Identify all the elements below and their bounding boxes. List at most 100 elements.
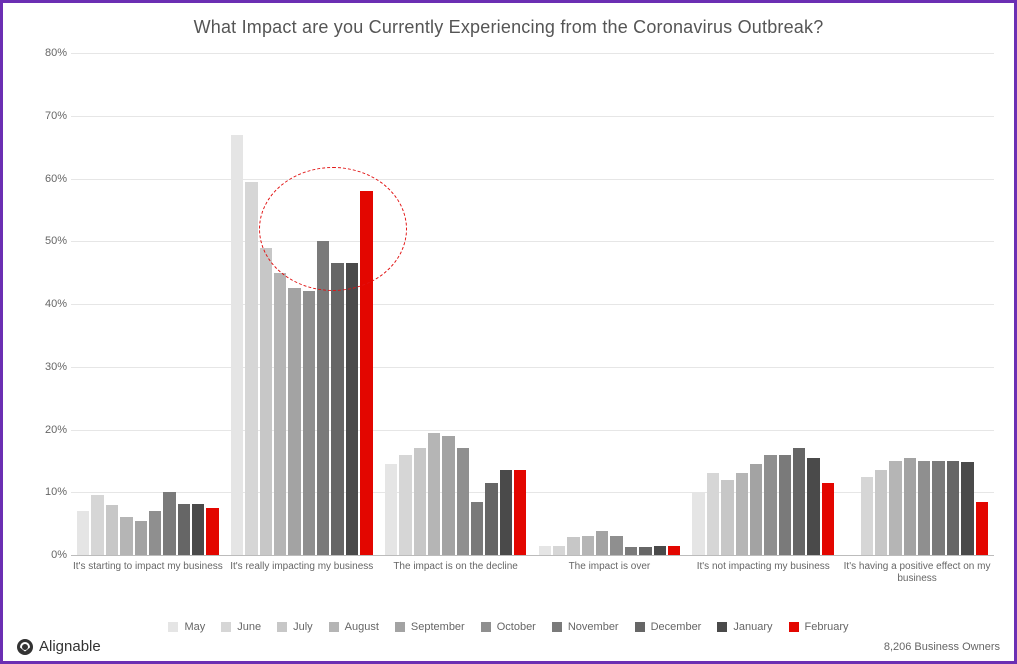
bar — [163, 492, 175, 555]
bar — [807, 458, 819, 555]
bar — [976, 502, 988, 555]
bar — [120, 517, 132, 555]
legend-swatch — [481, 622, 491, 632]
bar — [668, 546, 680, 555]
category-label: The impact is on the decline — [375, 555, 537, 573]
bar — [106, 505, 118, 555]
bar — [288, 288, 300, 555]
bar — [245, 182, 257, 555]
brand-icon — [17, 639, 33, 655]
bar — [135, 521, 147, 556]
bar — [500, 470, 512, 555]
brand-name: Alignable — [39, 638, 101, 655]
bar-group: The impact is over — [533, 53, 687, 555]
bar — [875, 470, 887, 555]
bar — [303, 291, 315, 555]
legend-label: January — [733, 621, 772, 633]
bar — [385, 464, 397, 555]
bar-group: It's really impacting my business — [225, 53, 379, 555]
bars — [71, 53, 225, 555]
bar — [457, 448, 469, 555]
bars — [225, 53, 379, 555]
bar — [91, 495, 103, 555]
legend-label: July — [293, 621, 313, 633]
bar — [947, 461, 959, 555]
bar — [346, 263, 358, 555]
bar — [331, 263, 343, 555]
legend-swatch — [635, 622, 645, 632]
legend-swatch — [717, 622, 727, 632]
bar-group: It's starting to impact my business — [71, 53, 225, 555]
legend-label: October — [497, 621, 536, 633]
bar — [567, 537, 579, 555]
bar — [231, 135, 243, 555]
bar-group: It's not impacting my business — [686, 53, 840, 555]
legend-item: July — [277, 621, 313, 633]
legend-label: December — [651, 621, 702, 633]
bar — [610, 536, 622, 555]
bars — [379, 53, 533, 555]
legend-item: September — [395, 621, 465, 633]
category-label: It's really impacting my business — [221, 555, 383, 573]
legend-label: September — [411, 621, 465, 633]
bar — [779, 455, 791, 555]
bar — [178, 504, 190, 555]
legend-swatch — [789, 622, 799, 632]
legend-label: May — [184, 621, 205, 633]
category-label: It's not impacting my business — [682, 555, 844, 573]
y-tick-label: 10% — [31, 486, 67, 498]
legend-swatch — [277, 622, 287, 632]
legend-item: October — [481, 621, 536, 633]
y-tick-label: 40% — [31, 298, 67, 310]
legend-item: May — [168, 621, 205, 633]
bar — [692, 492, 704, 555]
bar — [961, 462, 973, 555]
legend-item: November — [552, 621, 619, 633]
bar — [736, 473, 748, 555]
chart-area: 0%10%20%30%40%50%60%70%80% It's starting… — [31, 53, 994, 583]
bar — [750, 464, 762, 555]
legend-label: February — [805, 621, 849, 633]
bar — [889, 461, 901, 555]
bar — [428, 433, 440, 555]
y-tick-label: 0% — [31, 549, 67, 561]
bar — [904, 458, 916, 555]
legend-label: August — [345, 621, 379, 633]
bar — [317, 241, 329, 555]
y-tick-label: 30% — [31, 361, 67, 373]
y-tick-label: 80% — [31, 47, 67, 59]
y-tick-label: 50% — [31, 235, 67, 247]
legend-item: January — [717, 621, 772, 633]
bar — [442, 436, 454, 555]
bar — [793, 448, 805, 555]
legend-item: February — [789, 621, 849, 633]
bar — [822, 483, 834, 555]
bar — [861, 477, 873, 555]
bar — [471, 502, 483, 555]
bar — [360, 191, 372, 555]
bar — [553, 546, 565, 555]
bar-group: The impact is on the decline — [379, 53, 533, 555]
y-tick-label: 20% — [31, 424, 67, 436]
bar — [721, 480, 733, 555]
bar — [414, 448, 426, 555]
bar — [77, 511, 89, 555]
legend-swatch — [552, 622, 562, 632]
bar — [764, 455, 776, 555]
bar — [596, 531, 608, 555]
legend-item: December — [635, 621, 702, 633]
legend: MayJuneJulyAugustSeptemberOctoberNovembe… — [3, 621, 1014, 633]
bar — [654, 546, 666, 555]
bar — [539, 546, 551, 555]
legend-item: August — [329, 621, 379, 633]
bar — [206, 508, 218, 555]
bar — [260, 248, 272, 555]
legend-swatch — [168, 622, 178, 632]
bar — [625, 547, 637, 555]
chart-title: What Impact are you Currently Experienci… — [3, 3, 1014, 42]
category-label: It's starting to impact my business — [67, 555, 229, 573]
bar — [192, 504, 204, 555]
bars — [686, 53, 840, 555]
bar — [399, 455, 411, 555]
category-label: It's having a positive effect on my busi… — [836, 555, 998, 584]
